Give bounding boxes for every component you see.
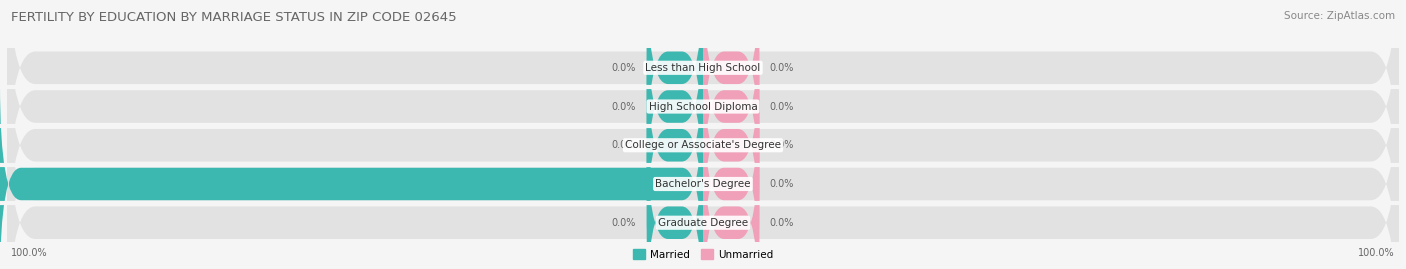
Text: 100.0%: 100.0% bbox=[1358, 248, 1395, 258]
Text: 0.0%: 0.0% bbox=[770, 140, 794, 150]
Text: High School Diploma: High School Diploma bbox=[648, 101, 758, 112]
FancyBboxPatch shape bbox=[703, 84, 759, 269]
Text: Graduate Degree: Graduate Degree bbox=[658, 218, 748, 228]
FancyBboxPatch shape bbox=[703, 0, 759, 168]
Text: Source: ZipAtlas.com: Source: ZipAtlas.com bbox=[1284, 11, 1395, 21]
FancyBboxPatch shape bbox=[7, 6, 1399, 269]
Text: 0.0%: 0.0% bbox=[770, 179, 794, 189]
FancyBboxPatch shape bbox=[647, 123, 703, 269]
Text: 0.0%: 0.0% bbox=[612, 101, 637, 112]
Text: College or Associate's Degree: College or Associate's Degree bbox=[626, 140, 780, 150]
Text: 0.0%: 0.0% bbox=[770, 218, 794, 228]
FancyBboxPatch shape bbox=[703, 45, 759, 245]
FancyBboxPatch shape bbox=[647, 6, 703, 207]
Text: 0.0%: 0.0% bbox=[770, 101, 794, 112]
FancyBboxPatch shape bbox=[647, 45, 703, 245]
Text: 0.0%: 0.0% bbox=[612, 140, 637, 150]
Text: Bachelor's Degree: Bachelor's Degree bbox=[655, 179, 751, 189]
Text: 0.0%: 0.0% bbox=[612, 63, 637, 73]
Text: 0.0%: 0.0% bbox=[770, 63, 794, 73]
FancyBboxPatch shape bbox=[7, 84, 1399, 269]
FancyBboxPatch shape bbox=[703, 123, 759, 269]
FancyBboxPatch shape bbox=[703, 6, 759, 207]
Text: Less than High School: Less than High School bbox=[645, 63, 761, 73]
FancyBboxPatch shape bbox=[647, 0, 703, 168]
FancyBboxPatch shape bbox=[0, 84, 703, 269]
Text: 100.0%: 100.0% bbox=[11, 248, 48, 258]
FancyBboxPatch shape bbox=[7, 0, 1399, 207]
FancyBboxPatch shape bbox=[7, 45, 1399, 269]
FancyBboxPatch shape bbox=[7, 0, 1399, 245]
Text: FERTILITY BY EDUCATION BY MARRIAGE STATUS IN ZIP CODE 02645: FERTILITY BY EDUCATION BY MARRIAGE STATU… bbox=[11, 11, 457, 24]
Text: 0.0%: 0.0% bbox=[612, 218, 637, 228]
Legend: Married, Unmarried: Married, Unmarried bbox=[628, 245, 778, 264]
